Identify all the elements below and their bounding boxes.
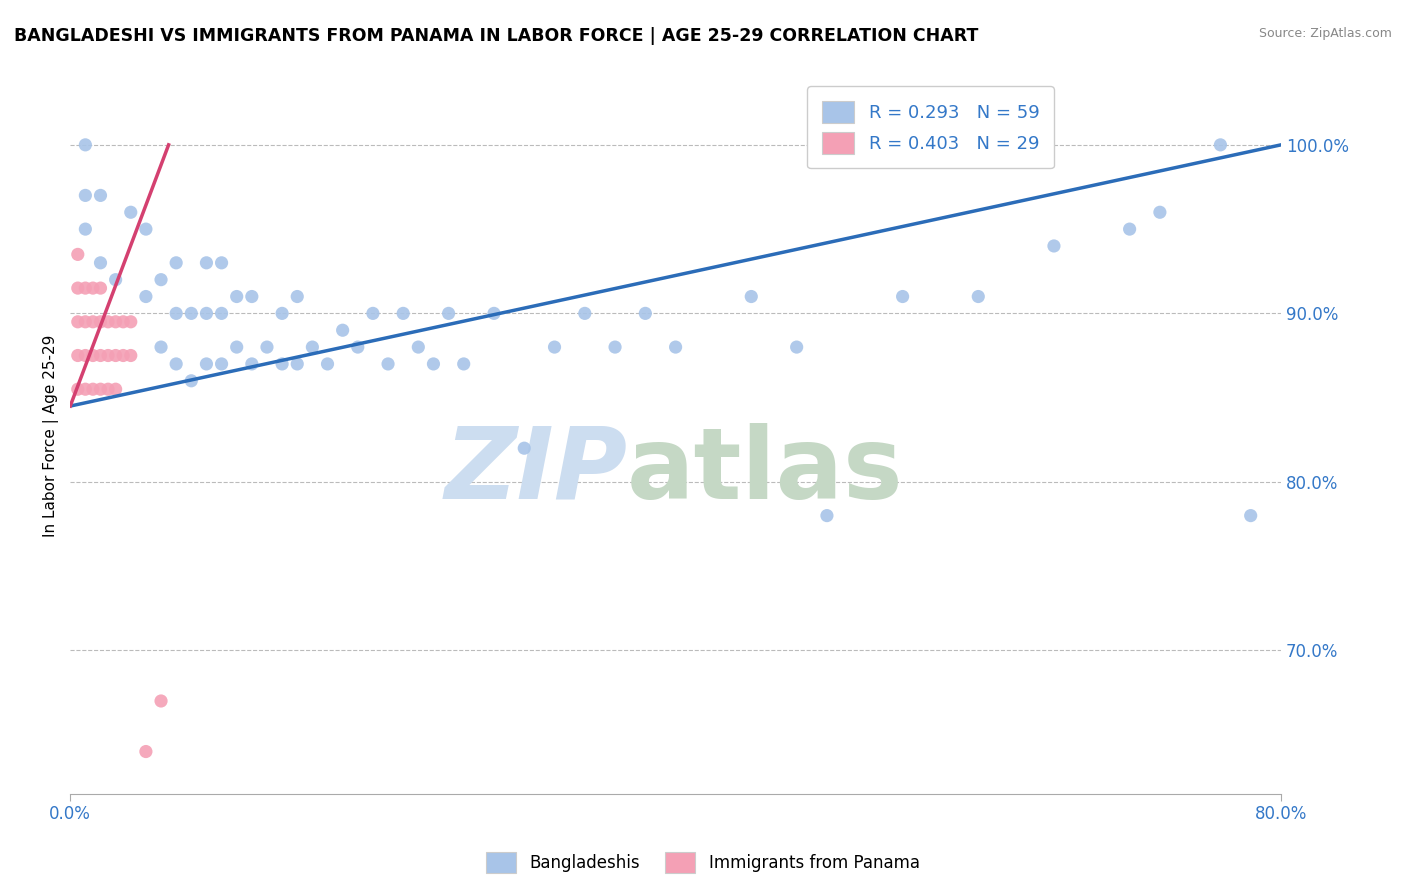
Point — [211, 357, 233, 371]
Point — [453, 357, 475, 371]
Legend: R = 0.293   N = 59, R = 0.403   N = 29: R = 0.293 N = 59, R = 0.403 N = 29 — [807, 87, 1054, 169]
Point — [82, 281, 104, 295]
Y-axis label: In Labor Force | Age 25-29: In Labor Force | Age 25-29 — [44, 334, 59, 537]
Point — [75, 137, 97, 152]
Point — [104, 349, 127, 363]
Point — [165, 357, 187, 371]
Point — [89, 188, 111, 202]
Point — [75, 281, 97, 295]
Point — [967, 289, 990, 303]
Point — [225, 289, 247, 303]
Point — [1118, 222, 1140, 236]
Point — [66, 382, 89, 396]
Point — [740, 289, 762, 303]
Point — [120, 315, 142, 329]
Point — [66, 315, 89, 329]
Point — [180, 306, 202, 320]
Point — [195, 256, 218, 270]
Point — [150, 273, 173, 287]
Point — [285, 357, 308, 371]
Text: Source: ZipAtlas.com: Source: ZipAtlas.com — [1258, 27, 1392, 40]
Point — [112, 349, 135, 363]
Point — [665, 340, 688, 354]
Text: atlas: atlas — [627, 423, 904, 520]
Point — [165, 256, 187, 270]
Point — [240, 357, 263, 371]
Point — [66, 281, 89, 295]
Point — [392, 306, 415, 320]
Point — [1149, 205, 1171, 219]
Point — [89, 281, 111, 295]
Point — [1240, 508, 1263, 523]
Point — [89, 382, 111, 396]
Point — [225, 340, 247, 354]
Text: ZIP: ZIP — [444, 423, 627, 520]
Point — [513, 441, 536, 455]
Point — [271, 306, 294, 320]
Point — [316, 357, 339, 371]
Point — [89, 349, 111, 363]
Point — [891, 289, 914, 303]
Point — [75, 382, 97, 396]
Point — [75, 188, 97, 202]
Point — [285, 289, 308, 303]
Point — [240, 289, 263, 303]
Point — [112, 315, 135, 329]
Point — [815, 508, 838, 523]
Point — [422, 357, 444, 371]
Point — [180, 374, 202, 388]
Point — [150, 694, 173, 708]
Point — [1209, 137, 1232, 152]
Point — [66, 247, 89, 261]
Point — [104, 382, 127, 396]
Point — [543, 340, 565, 354]
Point — [256, 340, 278, 354]
Point — [82, 349, 104, 363]
Point — [104, 315, 127, 329]
Point — [150, 340, 173, 354]
Point — [135, 289, 157, 303]
Point — [97, 315, 120, 329]
Point — [346, 340, 368, 354]
Point — [361, 306, 384, 320]
Point — [165, 306, 187, 320]
Point — [437, 306, 460, 320]
Point — [211, 256, 233, 270]
Point — [377, 357, 399, 371]
Point — [603, 340, 626, 354]
Point — [120, 205, 142, 219]
Point — [89, 256, 111, 270]
Point — [195, 357, 218, 371]
Point — [66, 349, 89, 363]
Point — [135, 222, 157, 236]
Point — [786, 340, 808, 354]
Point — [195, 306, 218, 320]
Point — [1043, 239, 1066, 253]
Point — [82, 315, 104, 329]
Point — [75, 315, 97, 329]
Legend: Bangladeshis, Immigrants from Panama: Bangladeshis, Immigrants from Panama — [479, 846, 927, 880]
Point — [120, 349, 142, 363]
Point — [634, 306, 657, 320]
Point — [135, 745, 157, 759]
Point — [301, 340, 323, 354]
Point — [97, 349, 120, 363]
Point — [574, 306, 596, 320]
Point — [75, 349, 97, 363]
Point — [332, 323, 354, 337]
Point — [211, 306, 233, 320]
Point — [408, 340, 430, 354]
Point — [271, 357, 294, 371]
Point — [104, 273, 127, 287]
Point — [482, 306, 505, 320]
Point — [82, 382, 104, 396]
Point — [97, 382, 120, 396]
Point — [75, 222, 97, 236]
Text: BANGLADESHI VS IMMIGRANTS FROM PANAMA IN LABOR FORCE | AGE 25-29 CORRELATION CHA: BANGLADESHI VS IMMIGRANTS FROM PANAMA IN… — [14, 27, 979, 45]
Point — [89, 315, 111, 329]
